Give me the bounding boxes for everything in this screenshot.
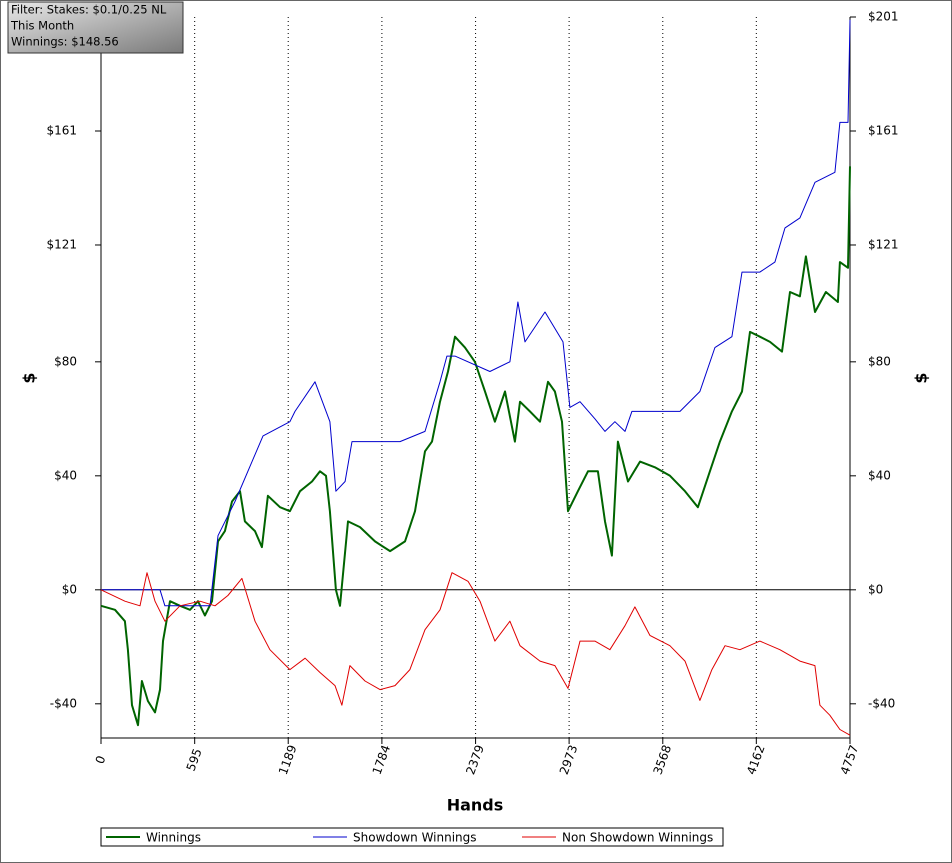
y-tick-label: $121 bbox=[46, 237, 77, 251]
data-line bbox=[101, 19, 851, 607]
annotation: Filter: Stakes: $0.1/0.25 NL bbox=[11, 3, 167, 17]
annotation: Winnings: $148.56 bbox=[11, 35, 119, 49]
y2-axis-label: $ bbox=[912, 372, 931, 383]
y2-tick-label: -$40 bbox=[868, 696, 895, 710]
x-axis-label: Hands bbox=[447, 796, 504, 815]
y2-tick-label: $0 bbox=[868, 582, 883, 596]
y2-tick-label: $201 bbox=[868, 10, 899, 24]
y-tick-label: $0 bbox=[62, 582, 77, 596]
annotation: This Month bbox=[10, 19, 74, 33]
legend-label: Winnings bbox=[146, 831, 201, 845]
y-tick-label: $40 bbox=[54, 468, 77, 482]
y2-tick-label: $121 bbox=[868, 237, 899, 251]
y-tick-label: -$40 bbox=[50, 696, 77, 710]
y-tick-label: $80 bbox=[54, 354, 77, 368]
legend-label: Showdown Winnings bbox=[353, 831, 477, 845]
y-axis-label: $ bbox=[20, 372, 39, 383]
y2-tick-label: $40 bbox=[868, 468, 891, 482]
data-line bbox=[100, 572, 851, 736]
y2-tick-label: $161 bbox=[868, 123, 899, 137]
annotation-box bbox=[7, 1, 184, 54]
y2-tick-label: $80 bbox=[868, 354, 891, 368]
legend bbox=[100, 827, 724, 847]
y-tick-label: $161 bbox=[46, 123, 77, 137]
legend-label: Non Showdown Winnings bbox=[562, 831, 713, 845]
x-tick-label: 0 bbox=[93, 754, 109, 766]
